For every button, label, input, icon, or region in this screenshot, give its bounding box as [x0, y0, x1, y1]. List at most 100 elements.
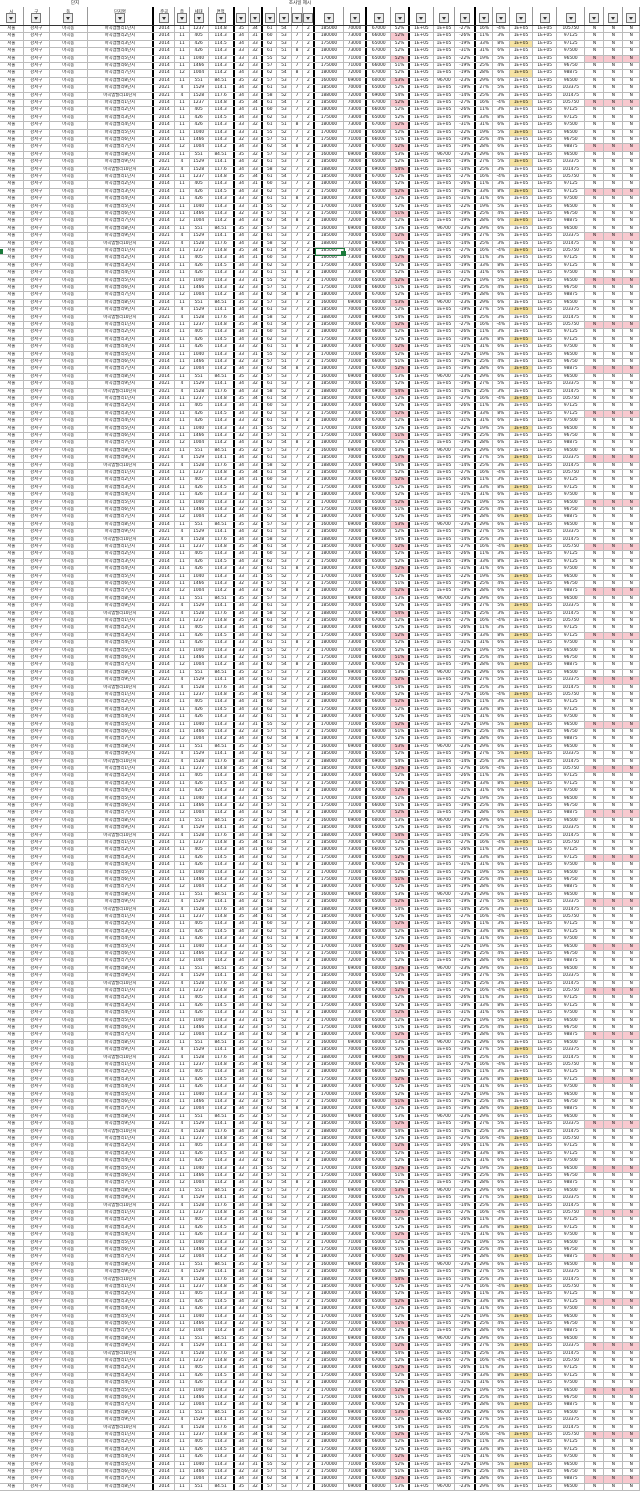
- table-cell[interactable]: 마곡엠밸리4단지: [88, 1010, 155, 1017]
- table-cell[interactable]: 52%: [391, 862, 411, 869]
- table-cell[interactable]: 3%: [493, 388, 510, 395]
- table-cell[interactable]: 62: [263, 144, 278, 151]
- table-cell[interactable]: 33: [249, 780, 264, 788]
- table-cell[interactable]: N: [604, 151, 624, 159]
- table-cell[interactable]: 185000: [315, 1210, 344, 1217]
- table-cell[interactable]: 1E+05: [434, 410, 456, 418]
- table-cell[interactable]: 강서구: [24, 322, 50, 329]
- table-cell[interactable]: 12: [175, 662, 190, 669]
- table-cell[interactable]: 4: [175, 980, 190, 987]
- table-cell[interactable]: 19%: [476, 277, 494, 284]
- table-cell[interactable]: 7: [292, 248, 304, 255]
- table-cell[interactable]: 2021: [154, 825, 176, 832]
- filter-dropdown-icon[interactable]: [495, 13, 506, 23]
- table-cell[interactable]: 1E+05: [410, 714, 434, 721]
- table-cell[interactable]: 1E+05: [533, 344, 558, 351]
- table-cell[interactable]: N: [623, 758, 640, 765]
- table-cell[interactable]: 160000: [315, 669, 344, 677]
- table-cell[interactable]: 53: [277, 603, 292, 610]
- table-cell[interactable]: 426: [190, 122, 209, 129]
- table-row[interactable]: 서울 강서구 마곡동 마곡엠밸리1단지 2014 11 1237 114.8 35 34 61 54 7…: [0, 840, 640, 848]
- table-cell[interactable]: 51%: [391, 285, 411, 292]
- table-cell[interactable]: 2014: [154, 803, 176, 810]
- table-cell[interactable]: 61: [263, 322, 278, 329]
- table-cell[interactable]: N: [623, 344, 640, 351]
- table-cell[interactable]: 서울: [0, 573, 24, 580]
- table-cell[interactable]: 강서구: [24, 1180, 50, 1187]
- table-cell[interactable]: 11: [175, 573, 190, 580]
- table-cell[interactable]: 160000: [315, 1113, 344, 1121]
- table-cell[interactable]: 1E+05: [510, 677, 534, 684]
- table-cell[interactable]: 426: [190, 1150, 209, 1158]
- table-cell[interactable]: 53: [277, 1150, 292, 1158]
- table-cell[interactable]: 7: [292, 63, 304, 70]
- table-cell[interactable]: 65000: [367, 558, 392, 566]
- table-cell[interactable]: N: [604, 706, 624, 714]
- table-cell[interactable]: 2: [303, 329, 316, 336]
- table-cell[interactable]: 2014: [154, 33, 176, 40]
- table-cell[interactable]: 1237: [190, 692, 209, 699]
- table-cell[interactable]: 73000: [344, 640, 368, 647]
- table-cell[interactable]: 28%: [476, 1180, 494, 1187]
- table-cell[interactable]: -19%: [455, 529, 477, 536]
- table-cell[interactable]: 52%: [391, 144, 411, 151]
- table-cell[interactable]: 2: [303, 521, 316, 529]
- table-cell[interactable]: 33: [235, 418, 249, 425]
- table-cell[interactable]: 52%: [391, 706, 411, 714]
- table-cell[interactable]: N: [623, 366, 640, 373]
- table-cell[interactable]: 34: [249, 1062, 264, 1069]
- table-cell[interactable]: 28%: [476, 1032, 494, 1039]
- table-cell[interactable]: 25%: [476, 388, 494, 395]
- table-cell[interactable]: 마곡엠밸리1단지: [88, 1062, 155, 1069]
- table-cell[interactable]: 53%: [391, 151, 411, 159]
- table-cell[interactable]: 서울: [0, 1069, 24, 1076]
- table-cell[interactable]: 5%: [493, 1195, 510, 1202]
- table-cell[interactable]: N: [604, 758, 624, 765]
- table-cell[interactable]: 마곡동: [50, 1032, 88, 1039]
- table-cell[interactable]: 강서구: [24, 381, 50, 388]
- table-cell[interactable]: N: [585, 655, 605, 662]
- table-cell[interactable]: 27%: [476, 1047, 494, 1054]
- table-cell[interactable]: 강서구: [24, 729, 50, 736]
- table-cell[interactable]: 103375: [557, 603, 586, 610]
- table-cell[interactable]: 서울: [0, 706, 24, 714]
- table-cell[interactable]: 52%: [391, 100, 411, 107]
- table-cell[interactable]: 117.6: [209, 1202, 235, 1209]
- table-cell[interactable]: 마곡엠밸리8단지: [88, 299, 155, 307]
- table-cell[interactable]: 1E+05: [434, 122, 456, 129]
- table-cell[interactable]: 71000: [344, 573, 368, 580]
- table-cell[interactable]: 1E+05: [410, 240, 434, 247]
- table-cell[interactable]: 1E+05: [434, 462, 456, 469]
- table-row[interactable]: 서울 강서구 마곡동 마곡엠밸리2단지 2014 11 405 114.3 34 31 60 53 7 2…: [0, 1143, 640, 1151]
- table-cell[interactable]: 1E+05: [434, 344, 456, 351]
- table-cell[interactable]: 2: [303, 610, 316, 617]
- table-cell[interactable]: 1E+05: [510, 1113, 534, 1121]
- table-cell[interactable]: 1E+05: [410, 307, 434, 314]
- table-cell[interactable]: 175000: [315, 211, 344, 218]
- table-cell[interactable]: 7: [292, 188, 304, 196]
- table-cell[interactable]: 53%: [391, 669, 411, 677]
- table-cell[interactable]: 1E+05: [434, 196, 456, 203]
- table-cell[interactable]: 강서구: [24, 825, 50, 832]
- table-cell[interactable]: 105750: [557, 840, 586, 847]
- table-cell[interactable]: 27%: [476, 85, 494, 92]
- table-cell[interactable]: N: [604, 233, 624, 240]
- table-cell[interactable]: 6%: [493, 1084, 510, 1091]
- table-cell[interactable]: 114.1: [209, 1195, 235, 1202]
- table-cell[interactable]: N: [604, 1047, 624, 1054]
- table-cell[interactable]: 103375: [557, 899, 586, 906]
- table-cell[interactable]: 3%: [493, 477, 510, 484]
- table-cell[interactable]: 2: [303, 248, 316, 255]
- table-cell[interactable]: N: [604, 114, 624, 122]
- table-cell[interactable]: 서울: [0, 359, 24, 366]
- table-cell[interactable]: 62: [263, 188, 278, 196]
- table-cell[interactable]: 11: [175, 840, 190, 847]
- table-cell[interactable]: 1E+05: [510, 558, 534, 566]
- table-cell[interactable]: 33%: [476, 558, 494, 566]
- table-cell[interactable]: 2014: [154, 988, 176, 995]
- table-cell[interactable]: 34: [235, 218, 249, 225]
- table-cell[interactable]: 2: [303, 558, 316, 566]
- table-cell[interactable]: 7: [292, 647, 304, 654]
- column-header-4[interactable]: 준공: [154, 7, 176, 25]
- table-cell[interactable]: 서울: [0, 1113, 24, 1121]
